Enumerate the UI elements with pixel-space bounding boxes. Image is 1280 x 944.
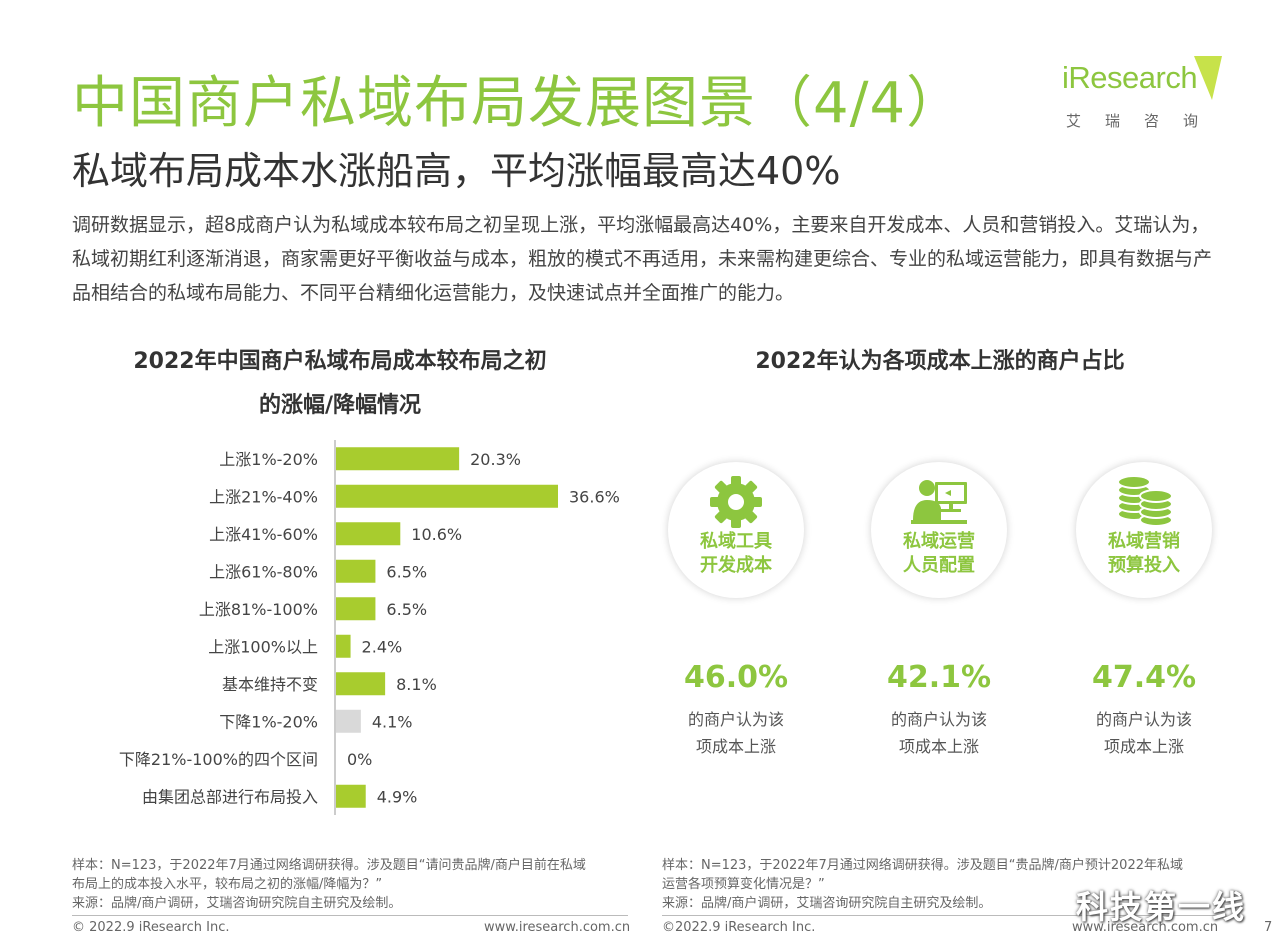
left-source-note: 样本：N=123，于2022年7月通过网络调研获得。涉及题目“请问贵品牌/商户目… — [72, 856, 632, 913]
bar — [336, 484, 558, 508]
value-label: 8.1% — [396, 675, 437, 694]
cost-circle-marketing: 私域营销 预算投入 — [1076, 462, 1212, 598]
intro-paragraph: 调研数据显示，超8成商户认为私域成本较布局之初呈现上涨，平均涨幅最高达40%，主… — [72, 214, 1213, 304]
category-label: 上涨41%-60% — [209, 525, 318, 544]
cost-rise-title: 2022年认为各项成本上涨的商户占比 — [755, 349, 1125, 374]
bar — [336, 522, 401, 546]
bar-chart-title-line2: 的涨幅/降幅情况 — [258, 393, 422, 418]
watermark: 科技第一线 — [1076, 888, 1247, 926]
bar — [336, 559, 376, 583]
value-label: 4.9% — [377, 787, 418, 806]
category-label: 上涨100%以上 — [208, 637, 318, 656]
category-label: 上涨61%-80% — [209, 562, 318, 581]
cost-pct-marketing: 47.4% — [1091, 660, 1197, 695]
category-label: 上涨21%-40% — [209, 487, 318, 506]
note-line: 来源：品牌/商户调研，艾瑞咨询研究院自主研究及绘制。 — [72, 896, 402, 911]
logo-leaf-icon — [1062, 56, 1222, 100]
cost-desc-line2: 项成本上涨 — [695, 737, 776, 756]
cost-circle-tools: 私域工具 开发成本 — [668, 462, 804, 598]
value-label: 4.1% — [372, 712, 413, 731]
page-number: 7 — [1264, 920, 1273, 935]
category-label: 下降21%-100%的四个区间 — [119, 750, 318, 769]
note-line: 运营各项预算变化情况是？” — [662, 877, 825, 892]
cost-desc-line1: 的商户认为该 — [890, 710, 987, 729]
page-subtitle: 私域布局成本水涨船高，平均涨幅最高达40% — [72, 149, 841, 193]
value-label: 36.6% — [569, 487, 620, 506]
note-line: 样本：N=123，于2022年7月通过网络调研获得。涉及题目“贵品牌/商户预计2… — [662, 858, 1183, 873]
cost-pct-tools: 46.0% — [683, 660, 789, 695]
cost-desc-tools: 的商户认为该 项成本上涨 — [636, 706, 836, 760]
cost-desc-line1: 的商户认为该 — [1095, 710, 1192, 729]
cost-label-line2: 开发成本 — [700, 555, 772, 576]
cost-label-line1: 私域营销 — [1108, 531, 1180, 552]
category-label: 下降1%-20% — [219, 712, 318, 731]
bar — [336, 784, 366, 808]
person-computer-icon — [911, 480, 967, 524]
category-label: 上涨1%-20% — [219, 450, 318, 469]
note-line: 布局上的成本投入水平，较布局之初的涨幅/降幅为？” — [72, 877, 383, 892]
category-label: 由集团总部进行布局投入 — [142, 787, 318, 806]
left-footer-rule — [72, 915, 628, 916]
bar-chart: 上涨1%-20% 20.3% 上涨21%-40% 36.6% 上涨41%-60% 10.6… — [119, 440, 620, 815]
cost-pct-staff: 42.1% — [886, 660, 992, 695]
value-label: 0% — [347, 750, 372, 769]
right-footer-rule — [662, 915, 1218, 916]
iresearch-logo: iResearch 艾瑞咨询 — [1062, 56, 1222, 134]
category-label: 上涨81%-100% — [199, 600, 318, 619]
cost-label-line1: 私域工具 — [700, 531, 772, 552]
bar-chart-title: 2022年中国商户私域布局成本较布局之初 的涨幅/降幅情况 — [90, 340, 590, 428]
value-label: 6.5% — [386, 562, 427, 581]
bar — [336, 672, 386, 696]
logo-word: iResearch — [1062, 60, 1198, 95]
cost-label-line2: 人员配置 — [903, 555, 975, 576]
right-copyright: ©2022.9 iResearch Inc. — [662, 920, 816, 935]
bar-chart-title-line1: 2022年中国商户私域布局成本较布局之初 — [133, 349, 547, 374]
right-source-note: 样本：N=123，于2022年7月通过网络调研获得。涉及题目“贵品牌/商户预计2… — [662, 856, 1222, 913]
cost-label-line1: 私域运营 — [903, 531, 975, 552]
right-url: www.iresearch.com.cn — [1072, 920, 1219, 935]
coin-stack-icon — [1117, 475, 1173, 527]
value-label: 20.3% — [470, 450, 521, 469]
gear-icon — [710, 476, 762, 528]
value-label: 10.6% — [411, 525, 462, 544]
cost-circle-staff: 私域运营 人员配置 — [871, 462, 1007, 598]
left-copyright: © 2022.9 iResearch Inc. — [72, 920, 230, 935]
left-url: www.iresearch.com.cn — [484, 920, 631, 935]
cost-desc-line2: 项成本上涨 — [1103, 737, 1184, 756]
value-label: 6.5% — [386, 600, 427, 619]
cost-label-line2: 预算投入 — [1108, 555, 1180, 576]
cost-label-staff: 私域运营 人员配置 — [871, 530, 1007, 578]
bar — [336, 709, 361, 733]
cost-desc-line1: 的商户认为该 — [687, 710, 784, 729]
value-label: 2.4% — [362, 637, 403, 656]
cost-desc-line2: 项成本上涨 — [898, 737, 979, 756]
bar — [336, 634, 351, 658]
bar — [336, 447, 460, 471]
cost-label-tools: 私域工具 开发成本 — [668, 530, 804, 578]
note-line: 来源：品牌/商户调研，艾瑞咨询研究院自主研究及绘制。 — [662, 896, 992, 911]
bar — [336, 597, 376, 621]
category-label: 基本维持不变 — [222, 675, 318, 694]
cost-label-marketing: 私域营销 预算投入 — [1076, 530, 1212, 578]
page-title: 中国商户私域布局发展图景（4/4） — [72, 71, 964, 136]
logo-cn: 艾瑞咨询 — [1066, 112, 1223, 130]
cost-desc-staff: 的商户认为该 项成本上涨 — [839, 706, 1039, 760]
note-line: 样本：N=123，于2022年7月通过网络调研获得。涉及题目“请问贵品牌/商户目… — [72, 858, 586, 873]
cost-desc-marketing: 的商户认为该 项成本上涨 — [1044, 706, 1244, 760]
